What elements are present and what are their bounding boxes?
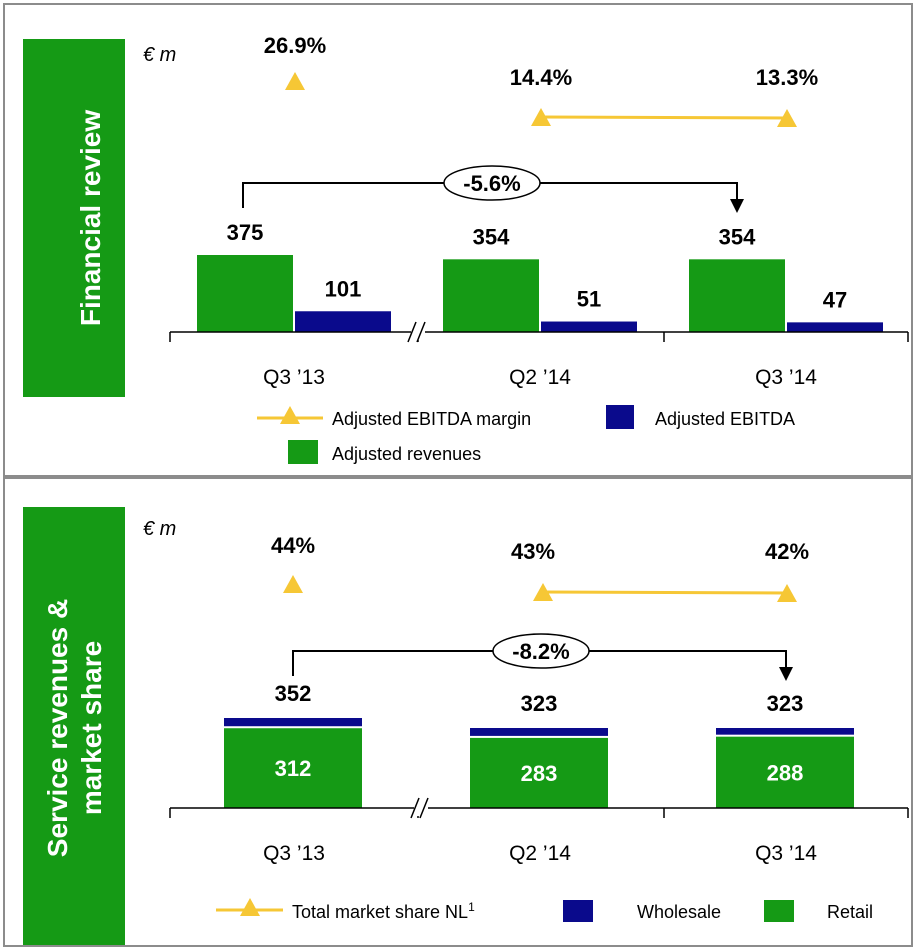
market-share-line (542, 590, 788, 595)
legend-swatch-green (764, 900, 794, 922)
x-tick-label: Q2 ’14 (509, 366, 571, 389)
bar-retail (716, 736, 854, 808)
data-label-ebitda: 51 (577, 287, 601, 312)
change-oval (443, 165, 541, 201)
bar-adjusted-ebitda (541, 321, 637, 332)
side-title-line: Financial review (75, 110, 106, 327)
bar-retail (470, 737, 608, 808)
bar-retail (224, 728, 362, 808)
margin-line (540, 115, 788, 120)
financial-review-chart: Financial review € m 375 354 354 101 51 47 Q3 ’1… (23, 33, 909, 464)
data-label-retail: 288 (767, 760, 804, 785)
legend-label: Retail (827, 902, 873, 922)
bar-adjusted-revenues (689, 259, 785, 332)
side-title: Financial review (75, 110, 106, 327)
market-share-label: 43% (511, 539, 555, 564)
bar-adjusted-revenues (443, 259, 539, 332)
bar-wholesale (716, 728, 854, 735)
legend-swatch-green (288, 440, 318, 464)
change-oval (492, 633, 590, 669)
service-revenues-chart: Service revenues & market share € m 312 352 2… (23, 507, 909, 945)
legend-label: Adjusted EBITDA (655, 409, 795, 429)
data-label-total: 323 (521, 691, 558, 716)
side-title-line: Service revenues & (42, 599, 73, 857)
change-label: -8.2% (512, 639, 569, 664)
side-title-box (23, 507, 125, 945)
marker-market-share (283, 575, 303, 593)
legend-footnote-marker: 1 (468, 900, 475, 914)
unit-label: € m (143, 44, 176, 66)
side-title-line: market share (76, 641, 107, 815)
bar-adjusted-ebitda (787, 322, 883, 332)
bar-wholesale (470, 728, 608, 736)
side-title: Service revenues & market share (42, 599, 107, 857)
legend-swatch-blue (563, 900, 593, 922)
x-tick-label: Q3 ’14 (755, 366, 817, 389)
legend-triangle-marker (280, 406, 300, 424)
legend-label: Adjusted EBITDA margin (332, 409, 531, 429)
data-label-revenues: 354 (719, 224, 756, 249)
bar-adjusted-ebitda (295, 311, 391, 332)
axis-break-mark (410, 797, 420, 819)
market-share-label: 42% (765, 539, 809, 564)
data-label-total: 352 (275, 681, 312, 706)
axis-break-gap (414, 800, 428, 816)
axis-break-mark (416, 321, 426, 343)
market-share-label: 44% (271, 533, 315, 558)
side-title-box (23, 39, 125, 397)
margin-label: 14.4% (510, 65, 572, 90)
change-arrow-head (730, 199, 744, 213)
legend-label: Total market share NL1 (292, 900, 475, 922)
data-label-revenues: 375 (227, 220, 264, 245)
data-label-total: 323 (767, 691, 804, 716)
service-revenues-panel: Service revenues & market share € m 312 352 2… (3, 477, 913, 947)
marker-margin (531, 108, 551, 126)
change-label: -5.6% (463, 171, 520, 196)
x-tick-label: Q2 ’14 (509, 842, 571, 865)
legend-label: Wholesale (637, 902, 721, 922)
data-label-revenues: 354 (473, 224, 510, 249)
data-label-retail: 312 (275, 756, 312, 781)
unit-label: € m (143, 518, 176, 540)
marker-market-share (533, 583, 553, 601)
x-tick-label: Q3 ’13 (263, 842, 325, 865)
financial-review-panel: Financial review € m 375 354 354 101 51 47 Q3 ’1… (3, 3, 913, 477)
data-label-ebitda: 101 (325, 276, 362, 301)
bar-adjusted-revenues (197, 255, 293, 332)
x-tick-label: Q3 ’14 (755, 842, 817, 865)
axis-break-gap (411, 324, 425, 340)
axis-break-mark (419, 797, 429, 819)
marker-market-share (777, 584, 797, 602)
margin-label: 13.3% (756, 65, 818, 90)
change-arrow-head (779, 667, 793, 681)
bar-wholesale (224, 718, 362, 727)
legend-triangle-marker (240, 898, 260, 916)
legend-swatch-blue (606, 405, 634, 429)
data-label-retail: 283 (521, 761, 558, 786)
axis-break-mark (407, 321, 417, 343)
marker-margin (777, 108, 797, 127)
marker-margin (285, 72, 305, 90)
x-tick-label: Q3 ’13 (263, 366, 325, 389)
legend-label: Adjusted revenues (332, 444, 481, 464)
margin-label: 26.9% (264, 33, 326, 58)
data-label-ebitda: 47 (823, 287, 847, 312)
